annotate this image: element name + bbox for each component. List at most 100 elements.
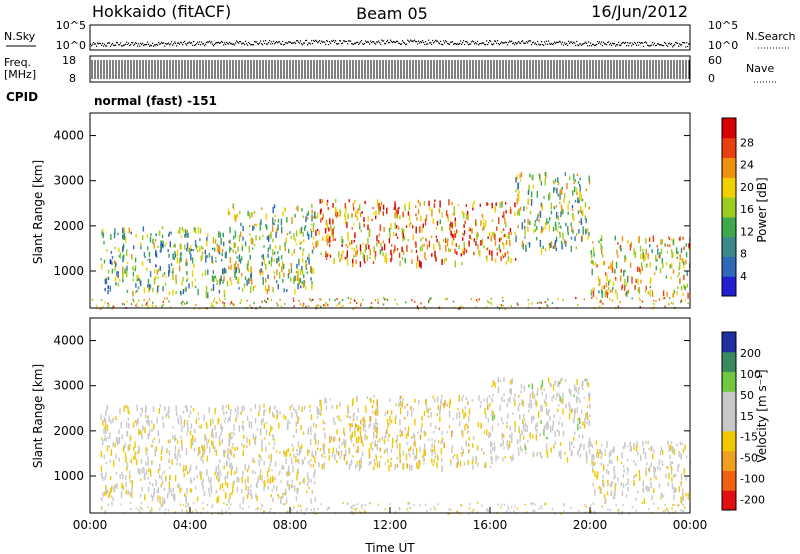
echo-mark <box>677 465 679 472</box>
echo-mark <box>354 199 356 204</box>
echo-mark <box>634 462 637 467</box>
echo-mark <box>638 297 641 300</box>
noise-dot <box>668 43 670 45</box>
noise-dot <box>160 43 162 45</box>
echo-mark <box>291 479 294 484</box>
echo-mark <box>565 240 567 247</box>
echo-mark <box>396 303 399 306</box>
echo-mark <box>609 509 612 512</box>
echo-mark <box>261 448 263 452</box>
echo-mark <box>216 497 218 504</box>
echo-mark <box>148 251 151 258</box>
echo-mark <box>220 473 222 476</box>
echo-mark <box>249 304 251 307</box>
echo-mark <box>432 395 434 399</box>
noise-dot <box>532 42 534 44</box>
echo-mark <box>197 226 200 234</box>
noise-dot <box>583 43 585 45</box>
echo-mark <box>555 205 558 208</box>
echo-mark <box>610 492 612 497</box>
echo-mark <box>146 234 149 238</box>
echo-mark <box>233 264 236 271</box>
noise-dot <box>571 41 573 43</box>
echo-mark <box>574 408 576 414</box>
echo-mark <box>482 218 485 221</box>
echo-mark <box>585 505 587 508</box>
echo-mark <box>545 423 548 430</box>
echo-mark <box>298 299 300 302</box>
echo-mark <box>252 433 255 440</box>
echo-mark <box>502 422 504 425</box>
echo-mark <box>251 493 253 500</box>
noise-dot <box>580 43 582 45</box>
echo-mark <box>411 464 413 471</box>
echo-mark <box>190 441 192 449</box>
echo-mark <box>568 389 570 392</box>
echo-mark <box>665 473 667 479</box>
echo-mark <box>401 227 403 234</box>
cpid-text: normal (fast) -151 <box>94 94 217 108</box>
echo-mark <box>310 265 312 273</box>
echo-mark <box>559 232 561 239</box>
echo-mark <box>140 478 142 481</box>
noise-dot <box>560 41 562 43</box>
echo-mark <box>145 407 147 414</box>
echo-mark <box>627 275 629 283</box>
y-tick-label: 4000 <box>53 334 84 348</box>
echo-mark <box>522 419 524 424</box>
echo-mark <box>100 506 103 509</box>
echo-mark <box>346 415 348 418</box>
echo-mark <box>130 508 132 510</box>
echo-mark <box>304 285 307 290</box>
echo-mark <box>396 464 398 468</box>
echo-mark <box>456 229 458 234</box>
echo-mark <box>268 431 271 436</box>
echo-mark <box>206 455 209 462</box>
echo-mark <box>145 304 147 306</box>
echo-mark <box>104 287 106 292</box>
echo-mark <box>368 453 371 459</box>
noise-dot <box>322 41 324 43</box>
echo-mark <box>402 398 404 402</box>
echo-mark <box>649 466 651 473</box>
echo-mark <box>448 410 451 418</box>
echo-mark <box>452 213 454 216</box>
echo-mark <box>212 237 215 244</box>
echo-mark <box>376 399 378 406</box>
echo-mark <box>576 173 578 176</box>
noise-dot <box>189 41 191 43</box>
echo-mark <box>582 226 584 233</box>
echo-mark <box>401 246 403 253</box>
echo-mark <box>424 443 426 451</box>
echo-mark <box>181 281 183 286</box>
echo-mark <box>268 284 270 292</box>
echo-mark <box>185 448 188 452</box>
echo-mark <box>252 247 254 250</box>
echo-mark <box>179 463 181 467</box>
echo-mark <box>225 251 227 259</box>
echo-mark <box>578 199 580 203</box>
echo-mark <box>152 439 154 443</box>
noise-dot <box>616 44 618 46</box>
echo-mark <box>439 409 441 416</box>
echo-mark <box>588 232 590 236</box>
echo-mark <box>302 460 304 465</box>
echo-mark <box>668 472 670 479</box>
noise-dot <box>320 42 322 44</box>
echo-mark <box>450 461 452 466</box>
echo-mark <box>254 471 256 475</box>
echo-mark <box>372 400 375 404</box>
echo-mark <box>505 210 507 214</box>
echo-mark <box>681 488 684 495</box>
echo-mark <box>446 431 448 434</box>
echo-mark <box>233 214 236 220</box>
noise-dot <box>166 43 168 45</box>
echo-mark <box>141 261 144 267</box>
echo-mark <box>671 483 674 490</box>
echo-mark <box>407 239 409 242</box>
echo-mark <box>134 265 137 270</box>
echo-mark <box>462 237 464 241</box>
echo-mark <box>503 399 506 403</box>
echo-mark <box>261 439 263 444</box>
echo-mark <box>318 230 320 236</box>
